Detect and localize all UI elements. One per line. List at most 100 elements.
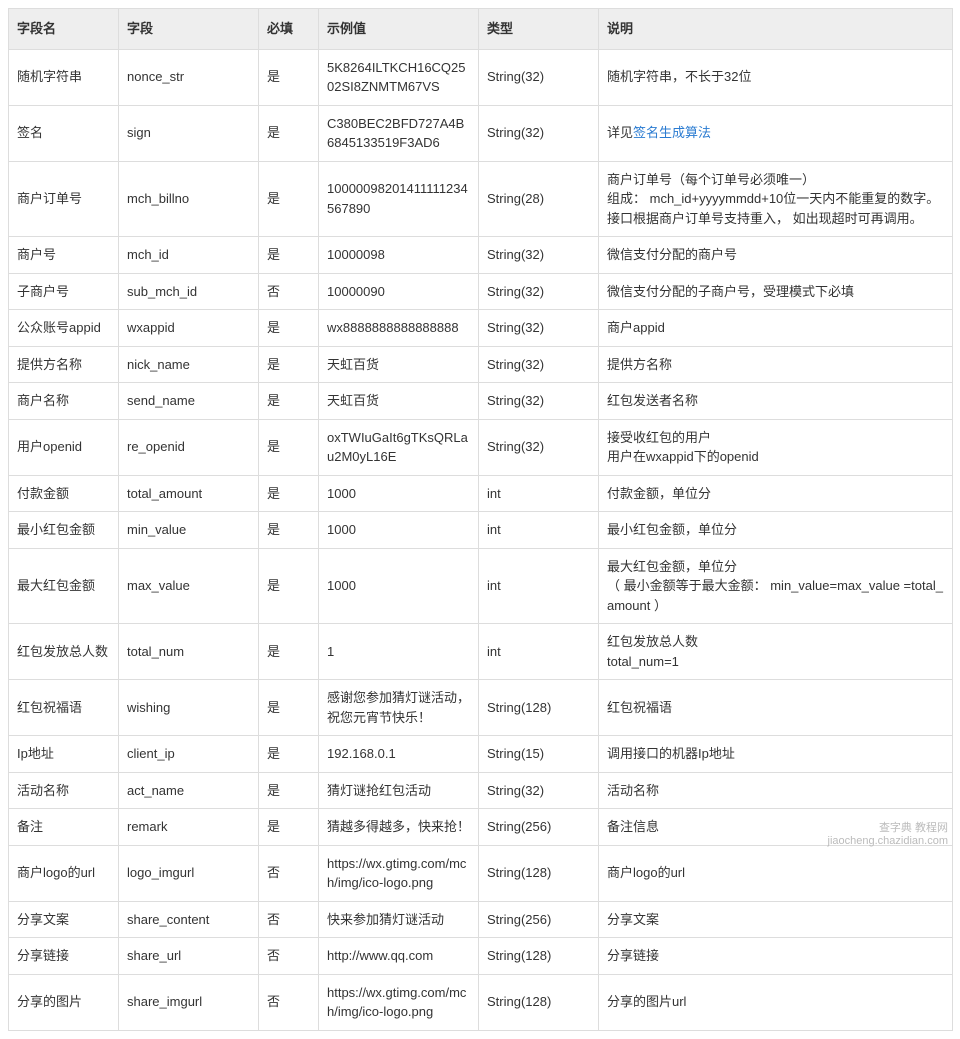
cell-required: 是: [259, 49, 319, 105]
cell-required: 否: [259, 901, 319, 938]
cell-field: send_name: [119, 383, 259, 420]
cell-desc: 活动名称: [599, 772, 953, 809]
cell-required: 否: [259, 273, 319, 310]
table-row: 商户订单号mch_billno是100000982014111112345678…: [9, 161, 953, 237]
cell-example: http://www.qq.com: [319, 938, 479, 975]
cell-name: 备注: [9, 809, 119, 846]
cell-name: 活动名称: [9, 772, 119, 809]
cell-example: 猜灯谜抢红包活动: [319, 772, 479, 809]
cell-required: 是: [259, 809, 319, 846]
cell-name: 签名: [9, 105, 119, 161]
cell-required: 是: [259, 310, 319, 347]
cell-type: int: [479, 475, 599, 512]
cell-required: 否: [259, 845, 319, 901]
cell-name: 分享文案: [9, 901, 119, 938]
table-row: 备注remark是猜越多得越多，快来抢！String(256)备注信息: [9, 809, 953, 846]
cell-example: wx8888888888888888: [319, 310, 479, 347]
cell-field: min_value: [119, 512, 259, 549]
cell-field: re_openid: [119, 419, 259, 475]
cell-name: 公众账号appid: [9, 310, 119, 347]
cell-required: 是: [259, 237, 319, 274]
cell-field: remark: [119, 809, 259, 846]
cell-desc: 详见签名生成算法: [599, 105, 953, 161]
cell-name: 最小红包金额: [9, 512, 119, 549]
cell-desc: 红包发放总人数total_num=1: [599, 624, 953, 680]
cell-example: 1000: [319, 475, 479, 512]
cell-required: 否: [259, 938, 319, 975]
table-row: 子商户号sub_mch_id否10000090String(32)微信支付分配的…: [9, 273, 953, 310]
table-row: 最大红包金额max_value是1000int最大红包金额，单位分（ 最小金额等…: [9, 548, 953, 624]
cell-type: String(128): [479, 974, 599, 1030]
cell-field: share_imgurl: [119, 974, 259, 1030]
cell-desc: 随机字符串，不长于32位: [599, 49, 953, 105]
cell-required: 是: [259, 383, 319, 420]
cell-desc: 最大红包金额，单位分（ 最小金额等于最大金额： min_value=max_va…: [599, 548, 953, 624]
cell-example: 192.168.0.1: [319, 736, 479, 773]
cell-desc: 微信支付分配的商户号: [599, 237, 953, 274]
col-header-5: 说明: [599, 9, 953, 50]
cell-type: String(32): [479, 772, 599, 809]
cell-type: String(128): [479, 938, 599, 975]
cell-field: mch_billno: [119, 161, 259, 237]
cell-required: 是: [259, 475, 319, 512]
cell-type: String(32): [479, 383, 599, 420]
cell-required: 是: [259, 548, 319, 624]
table-row: 商户名称send_name是天虹百货String(32)红包发送者名称: [9, 383, 953, 420]
table-row: 最小红包金额min_value是1000int最小红包金额，单位分: [9, 512, 953, 549]
table-row: 提供方名称nick_name是天虹百货String(32)提供方名称: [9, 346, 953, 383]
cell-name: 分享的图片: [9, 974, 119, 1030]
cell-desc: 商户订单号（每个订单号必须唯一）组成： mch_id+yyyymmdd+10位一…: [599, 161, 953, 237]
col-header-0: 字段名: [9, 9, 119, 50]
cell-name: 随机字符串: [9, 49, 119, 105]
cell-required: 是: [259, 105, 319, 161]
cell-required: 是: [259, 680, 319, 736]
cell-name: 红包发放总人数: [9, 624, 119, 680]
cell-desc: 接受收红包的用户用户在wxappid下的openid: [599, 419, 953, 475]
cell-field: wishing: [119, 680, 259, 736]
cell-type: int: [479, 512, 599, 549]
cell-desc: 微信支付分配的子商户号，受理模式下必填: [599, 273, 953, 310]
cell-required: 是: [259, 512, 319, 549]
cell-type: int: [479, 548, 599, 624]
cell-name: 商户logo的url: [9, 845, 119, 901]
cell-field: total_amount: [119, 475, 259, 512]
cell-example: 10000098201411111234567890: [319, 161, 479, 237]
cell-required: 是: [259, 736, 319, 773]
cell-required: 是: [259, 419, 319, 475]
cell-name: 分享链接: [9, 938, 119, 975]
desc-link[interactable]: 签名生成算法: [633, 125, 711, 140]
table-row: 付款金额total_amount是1000int付款金额，单位分: [9, 475, 953, 512]
cell-name: 商户名称: [9, 383, 119, 420]
table-row: 红包发放总人数total_num是1int红包发放总人数total_num=1: [9, 624, 953, 680]
cell-field: share_content: [119, 901, 259, 938]
cell-required: 是: [259, 624, 319, 680]
cell-type: String(28): [479, 161, 599, 237]
cell-desc: 分享文案: [599, 901, 953, 938]
cell-example: 天虹百货: [319, 383, 479, 420]
table-head: 字段名字段必填示例值类型说明: [9, 9, 953, 50]
cell-type: String(32): [479, 310, 599, 347]
cell-desc: 提供方名称: [599, 346, 953, 383]
cell-type: String(15): [479, 736, 599, 773]
table-body: 随机字符串nonce_str是5K8264ILTKCH16CQ2502SI8ZN…: [9, 49, 953, 1030]
cell-name: 红包祝福语: [9, 680, 119, 736]
cell-name: 商户号: [9, 237, 119, 274]
cell-desc: 最小红包金额，单位分: [599, 512, 953, 549]
cell-required: 是: [259, 161, 319, 237]
table-row: 用户openidre_openid是oxTWIuGaIt6gTKsQRLau2M…: [9, 419, 953, 475]
cell-field: wxappid: [119, 310, 259, 347]
col-header-4: 类型: [479, 9, 599, 50]
cell-example: 10000098: [319, 237, 479, 274]
cell-desc: 付款金额，单位分: [599, 475, 953, 512]
cell-example: 感谢您参加猜灯谜活动，祝您元宵节快乐！: [319, 680, 479, 736]
table-row: 签名sign是C380BEC2BFD727A4B6845133519F3AD6S…: [9, 105, 953, 161]
cell-field: sign: [119, 105, 259, 161]
cell-name: 最大红包金额: [9, 548, 119, 624]
table-row: 商户logo的urllogo_imgurl否https://wx.gtimg.c…: [9, 845, 953, 901]
cell-example: 1000: [319, 548, 479, 624]
cell-field: client_ip: [119, 736, 259, 773]
table-row: 分享文案share_content否快来参加猜灯谜活动String(256)分享…: [9, 901, 953, 938]
cell-example: oxTWIuGaIt6gTKsQRLau2M0yL16E: [319, 419, 479, 475]
cell-required: 否: [259, 974, 319, 1030]
cell-type: int: [479, 624, 599, 680]
